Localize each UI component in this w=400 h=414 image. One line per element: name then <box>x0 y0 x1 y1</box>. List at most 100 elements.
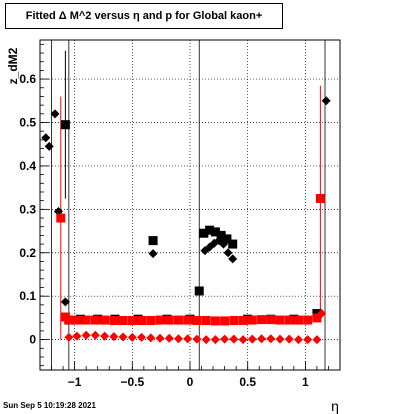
data-point-square <box>257 315 267 325</box>
x-tick-label: 0.5 <box>239 375 256 389</box>
data-point-square <box>216 230 226 240</box>
data-point-square <box>284 315 294 325</box>
data-point-square <box>127 316 137 325</box>
data-point-diamond <box>127 332 137 342</box>
data-point-square <box>229 316 239 325</box>
data-point-diamond <box>81 330 91 340</box>
data-point-square <box>222 234 232 244</box>
data-point-diamond <box>228 254 238 264</box>
data-point-square <box>275 315 285 325</box>
data-point-square <box>220 316 230 326</box>
data-point-square <box>293 315 303 325</box>
data-point-diamond <box>148 249 158 259</box>
data-point-square <box>173 315 183 325</box>
y-axis-label: z_dM2 <box>6 47 20 84</box>
y-tick-label: 0.6 <box>19 72 36 86</box>
data-point-square <box>137 316 147 325</box>
data-point-square <box>289 314 299 324</box>
data-point-square <box>155 315 165 325</box>
axis-ticks <box>39 43 341 370</box>
data-point-square <box>194 286 204 296</box>
data-point-diamond <box>229 334 239 344</box>
data-point-square <box>228 239 238 249</box>
x-tick-label: 0 <box>187 375 194 389</box>
data-point-diamond <box>220 334 230 344</box>
data-point-diamond <box>44 141 54 151</box>
x-tick-label: −0.5 <box>120 375 144 389</box>
data-point-square <box>81 315 91 325</box>
data-point-square <box>243 314 253 324</box>
data-markers <box>41 96 331 345</box>
data-point-diamond <box>317 309 327 319</box>
x-tick-label: −1 <box>68 375 82 389</box>
chart-title-box: Fitted Δ M^2 versus η and p for Global k… <box>5 3 283 29</box>
timestamp: Sun Sep 5 10:19:28 2021 <box>3 401 96 410</box>
data-point-square <box>56 213 66 223</box>
data-point-diamond <box>155 333 165 343</box>
data-point-diamond <box>303 335 313 345</box>
chart-title: Fitted Δ M^2 versus η and p for Global k… <box>25 10 263 22</box>
data-point-diamond <box>118 332 128 342</box>
data-point-square <box>146 316 156 325</box>
y-tick-label: 0 <box>29 333 36 347</box>
data-point-diamond <box>238 335 248 345</box>
data-point-diamond <box>64 332 74 342</box>
data-point-diamond <box>192 334 202 344</box>
data-point-square <box>210 316 220 326</box>
vertical-marker-lines <box>51 40 326 370</box>
data-point-diamond <box>72 331 82 341</box>
y-tick-label: 0.3 <box>19 202 36 216</box>
y-tick-label: 0.5 <box>19 116 36 130</box>
data-point-diamond <box>146 333 156 343</box>
data-point-square <box>90 315 100 325</box>
data-point-square <box>312 313 322 323</box>
data-point-diamond <box>312 335 322 345</box>
data-point-square <box>201 316 211 325</box>
data-point-square <box>60 120 70 130</box>
data-point-diamond <box>275 334 285 344</box>
y-tick-label: 0.2 <box>19 246 36 260</box>
data-point-square <box>199 228 209 238</box>
y-tick-label: 0.4 <box>19 159 36 173</box>
data-point-diamond <box>284 334 294 344</box>
data-point-square <box>100 315 110 325</box>
data-point-square <box>210 227 220 237</box>
data-point-diamond <box>109 332 119 342</box>
y-tick-label: 0.1 <box>19 289 36 303</box>
data-point-square <box>109 316 119 325</box>
data-point-diamond <box>266 334 276 344</box>
data-point-square <box>192 316 202 325</box>
data-point-square <box>303 315 313 325</box>
data-point-square <box>118 316 128 325</box>
data-point-diamond <box>247 334 257 344</box>
data-point-square <box>183 315 193 325</box>
data-point-square <box>205 225 215 235</box>
data-point-square <box>164 315 174 325</box>
data-point-square <box>148 236 158 246</box>
data-point-square <box>315 193 325 203</box>
data-point-diamond <box>293 335 303 345</box>
data-point-diamond <box>173 334 183 344</box>
data-point-square <box>247 315 257 325</box>
data-point-diamond <box>60 297 70 307</box>
data-point-diamond <box>183 334 193 344</box>
data-point-diamond <box>90 330 100 340</box>
data-point-diamond <box>210 335 220 345</box>
data-point-diamond <box>50 109 60 119</box>
tick-labels: −1 −0.5 0 0.5 1 0 0.1 0.2 0.3 0.4 0.5 0.6 <box>19 72 309 389</box>
grid-lines <box>40 40 340 370</box>
data-point-diamond <box>137 332 147 342</box>
data-point-diamond <box>164 333 174 343</box>
data-point-square <box>72 315 82 325</box>
data-point-square <box>64 315 74 325</box>
x-axis-label: η <box>331 398 339 414</box>
data-point-square <box>266 315 276 325</box>
data-point-diamond <box>223 248 233 258</box>
data-point-diamond <box>201 335 211 345</box>
x-tick-label: 1 <box>302 375 309 389</box>
data-point-diamond <box>100 331 110 341</box>
data-point-square <box>238 316 248 325</box>
data-point-diamond <box>321 96 331 106</box>
data-point-diamond <box>257 334 267 344</box>
